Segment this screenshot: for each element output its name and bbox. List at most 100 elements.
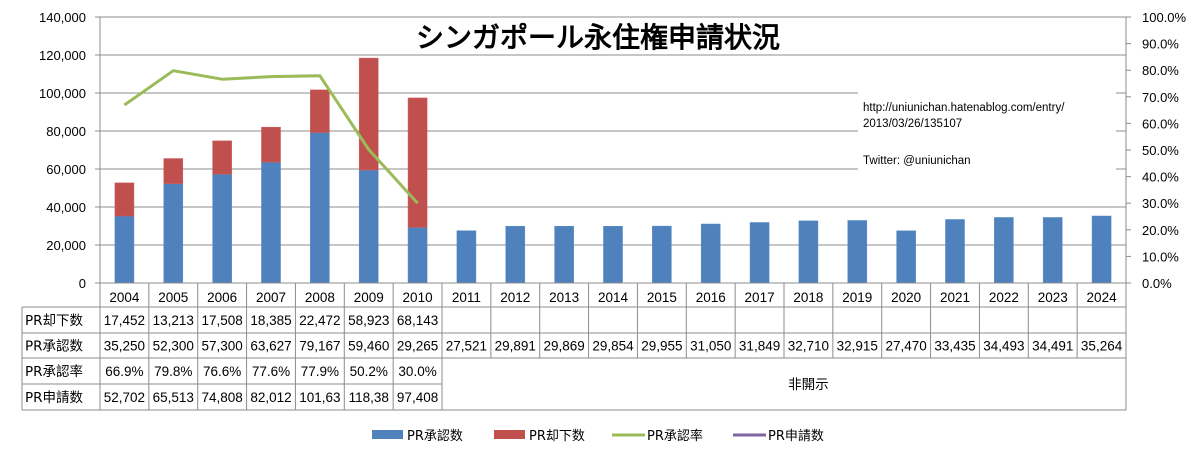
table-cell: 118,38 [349,390,389,405]
y-tick-label: 120,000 [39,48,86,63]
table-cell: 74,808 [201,390,242,405]
table-cell: 101,63 [299,390,340,405]
table-cell: 34,491 [1032,339,1073,354]
table-cell: 31,050 [690,339,731,354]
x-tick-label: 2006 [207,290,237,305]
bar-approved [358,169,379,284]
axes [95,16,1131,284]
table-cell: 17,508 [201,313,242,328]
table-cell: 27,521 [446,339,487,354]
x-tick-label: 2018 [793,290,823,305]
legend-label: PR却下数 [529,429,585,444]
bar-approved [603,226,623,284]
bar-approved [1042,217,1063,284]
table-cell: 27,470 [885,339,926,354]
table-cell: 52,702 [104,390,145,405]
bar-approved [1091,215,1112,284]
legend-label: PR承認数 [407,428,463,444]
bar-approved [749,222,770,284]
table-cell: 31,849 [739,339,780,354]
bar-rejected [114,182,135,217]
y-tick-label: 20,000 [46,238,86,253]
y-tick-label: 0 [79,276,86,291]
annotation-url-line2: 2013/03/26/135107 [863,118,962,130]
bar-rejected [163,158,184,184]
table-cell: 35,264 [1081,339,1123,354]
table-cell: 52,300 [153,339,194,354]
table-row-label: PR承認数 [25,339,84,355]
legend-swatch-bar [372,430,403,439]
y-tick-label: 100,000 [39,86,86,101]
table-cell: 77.9% [301,364,339,379]
x-tick-label: 2005 [158,290,188,305]
table-cell: 33,435 [934,339,975,354]
table-cell: 32,915 [837,339,878,354]
legend-label: PR申請数 [768,429,824,444]
x-tick-label: 2021 [940,290,970,305]
legend-swatch-bar [494,430,525,439]
bars [114,57,1112,284]
table-cell: 29,869 [543,339,584,354]
bar-approved [896,230,916,284]
x-tick-label: 2022 [989,290,1019,305]
table-cell: 77.6% [252,364,290,379]
bar-approved [163,183,184,284]
table-cell: 32,710 [788,339,829,354]
bar-approved [652,225,672,284]
bar-approved [847,220,868,284]
table-cell: 82,012 [250,390,291,405]
x-tick-label: 2010 [403,290,433,305]
y-tick-label: 140,000 [39,10,86,25]
x-tick-label: 2014 [598,290,629,305]
table-cell: 59,460 [348,339,389,354]
bar-approved [407,227,428,284]
y2-tick-label: 70.0% [1142,90,1179,105]
bar-rejected [261,126,281,163]
table-row-label: PR却下数 [25,313,84,329]
x-tick-label: 2007 [256,290,286,305]
bar-approved [505,225,526,284]
x-tick-label: 2008 [305,290,335,305]
bar-rejected [212,140,232,175]
table-cell: 57,300 [201,339,242,354]
bar-approved [798,220,819,284]
x-tick-label: 2012 [500,290,530,305]
y2-tick-label: 60.0% [1142,116,1179,131]
bar-approved [700,223,721,284]
table-cell: 22,472 [299,313,340,328]
x-tick-label: 2016 [696,290,726,305]
y2-tick-label: 80.0% [1142,63,1179,78]
table-cell: 58,923 [348,313,389,328]
y2-tick-label: 90.0% [1142,37,1179,52]
x-tick-label: 2013 [549,290,579,305]
bar-approved [994,217,1014,284]
x-tick-label: 2019 [842,290,872,305]
y2-tick-label: 10.0% [1142,249,1179,264]
bar-approved [456,230,477,284]
table-cell: 63,627 [250,339,291,354]
data-table: 2004 2005 2006 2007 2008 2009 2010 2011 2012 2013… [21,283,1127,411]
y-tick-label: 60,000 [46,162,86,177]
table-cell: 79.8% [154,364,192,379]
table-cell: 66.9% [105,364,143,379]
table-cell: 34,493 [983,339,1024,354]
bar-approved [945,219,965,284]
table-cell: 29,265 [397,339,438,354]
bar-approved [554,225,574,284]
bar-approved [212,173,232,284]
y-axis-ticks: 0 20,000 40,000 60,000 80,000 100,000 120,000 1… [39,10,86,291]
table-row-label: PR申請数 [25,390,84,406]
legend-label: PR承認率 [647,428,703,444]
table-cell: 13,213 [153,313,194,328]
table-cell: 29,854 [592,339,634,354]
y2-axis-ticks: 0.0% 10.0% 20.0% 30.0% 40.0% 50.0% 60.0% 70.0% 8… [1142,10,1187,291]
table-cell: 50.2% [350,364,388,379]
y-tick-label: 80,000 [46,124,86,139]
y2-tick-label: 20.0% [1142,223,1179,238]
bar-approved [310,132,330,284]
title-background [398,18,804,54]
x-tick-label: 2009 [354,290,384,305]
line-approval-rate [123,69,419,205]
y-tick-label: 40,000 [46,200,86,215]
